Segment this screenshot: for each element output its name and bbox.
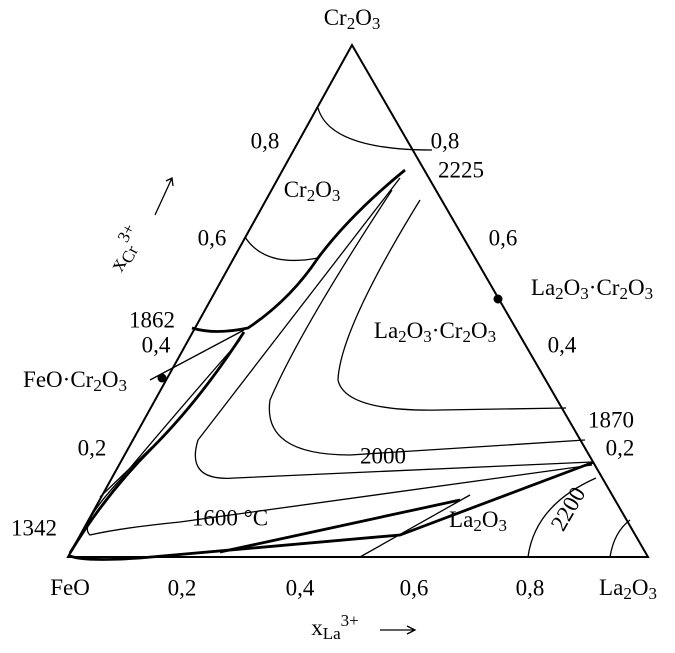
field-label-part: O <box>315 177 332 202</box>
tick-label: 0,4 <box>142 332 171 357</box>
compound-label-part: 3 <box>580 284 589 303</box>
tick-label: 0,2 <box>606 435 635 460</box>
vertex-label-part: Cr <box>324 5 347 30</box>
compound-label-part: FeO·Cr <box>23 367 94 392</box>
tick-label: 0,8 <box>516 575 545 600</box>
vertex-label: Cr2O3 <box>324 5 381 33</box>
temperature-label: 2200 <box>546 483 591 535</box>
field-label-part: 2 <box>462 327 471 346</box>
compound-label-part: 2 <box>555 284 564 303</box>
temperature-label: 2000 <box>360 443 406 468</box>
tick-label: 0,4 <box>548 332 577 357</box>
axis-label: xLa3+ <box>311 611 359 643</box>
isotherm <box>86 339 593 536</box>
tick-label: 0,2 <box>168 575 197 600</box>
isotherm <box>527 477 597 558</box>
axis-label-part: La <box>323 624 341 643</box>
field-label-part: La <box>374 318 398 343</box>
vertex-label-part: 3 <box>372 14 381 33</box>
vertex-label-part: O <box>632 575 649 600</box>
field-label-part: 2 <box>307 186 316 205</box>
tie-line <box>149 329 245 381</box>
compound-label-part: ·Cr <box>589 275 620 300</box>
field-label-part: ·Cr <box>432 318 463 343</box>
tick-label: 0,8 <box>431 128 460 153</box>
vertex-label: FeO <box>50 575 90 600</box>
isotherm <box>317 107 433 151</box>
compound-label-part: La <box>531 275 555 300</box>
temperature-label: 1600 °C <box>192 505 268 530</box>
field-label-part: 3 <box>332 186 341 205</box>
field-label-part: O <box>482 507 499 532</box>
isotherm <box>244 236 319 262</box>
axis-label: xCr3+ <box>101 221 151 277</box>
temperature-label: 2225 <box>438 157 484 182</box>
tick-label: 0,8 <box>251 128 280 153</box>
compound-point <box>493 294 503 304</box>
tick-label: 0,6 <box>198 225 227 250</box>
vertex-label-part: 3 <box>648 584 657 603</box>
field-label-part: 3 <box>498 516 507 535</box>
tick-label: 0,6 <box>489 225 518 250</box>
compound-label-part: 2 <box>619 284 628 303</box>
vertex-label-part: 2 <box>347 14 356 33</box>
isotherm <box>194 177 593 479</box>
compound-label-part: O <box>628 275 645 300</box>
boundary <box>219 498 461 554</box>
field-label: Cr2O3 <box>284 177 341 205</box>
temperature-label: 1342 <box>11 515 57 540</box>
field-label-part: 3 <box>423 327 432 346</box>
compound-label-part: 3 <box>645 284 654 303</box>
vertex-label-part: 2 <box>623 584 632 603</box>
field-label-part: 2 <box>398 327 407 346</box>
tick-label: 0,4 <box>286 575 315 600</box>
axis-label-part: x <box>311 615 323 640</box>
compound-label-part: 3 <box>118 376 127 395</box>
vertex-label-part: O <box>355 5 372 30</box>
compound-label-part: O <box>102 367 119 392</box>
field-label: La2O3·Cr2O3 <box>374 318 496 346</box>
axis-arrow <box>380 625 417 635</box>
field-label-part: O <box>407 318 424 343</box>
boundary <box>191 168 406 333</box>
field-label-part: 3 <box>488 327 497 346</box>
axis-label-part: 3+ <box>341 611 359 630</box>
field-label-part: O <box>471 318 488 343</box>
isotherm <box>609 519 631 558</box>
isotherm <box>268 189 586 456</box>
tick-label: 0,6 <box>400 575 429 600</box>
temperature-label: 1870 <box>588 407 634 432</box>
vertex-label-part: FeO <box>50 575 90 600</box>
field-label-part: 2 <box>473 516 482 535</box>
field-label: La2O3 <box>449 507 507 535</box>
compound-label: La2O3·Cr2O3 <box>531 275 653 303</box>
isotherm <box>337 199 567 411</box>
compound-point <box>157 373 167 383</box>
boundary <box>67 460 595 561</box>
vertex-label: La2O3 <box>599 575 657 603</box>
compound-label-part: 2 <box>93 376 102 395</box>
axis-arrow <box>154 177 174 216</box>
tick-label: 0,2 <box>78 435 107 460</box>
vertex-label-part: La <box>599 575 623 600</box>
field-label-part: Cr <box>284 177 307 202</box>
axis-label-part: 3+ <box>114 221 139 246</box>
compound-label: FeO·Cr2O3 <box>23 367 127 395</box>
field-label-part: La <box>449 507 473 532</box>
compound-label-part: O <box>564 275 581 300</box>
isotherm <box>359 494 471 558</box>
boundary <box>68 331 246 554</box>
temperature-label: 1862 <box>129 307 175 332</box>
